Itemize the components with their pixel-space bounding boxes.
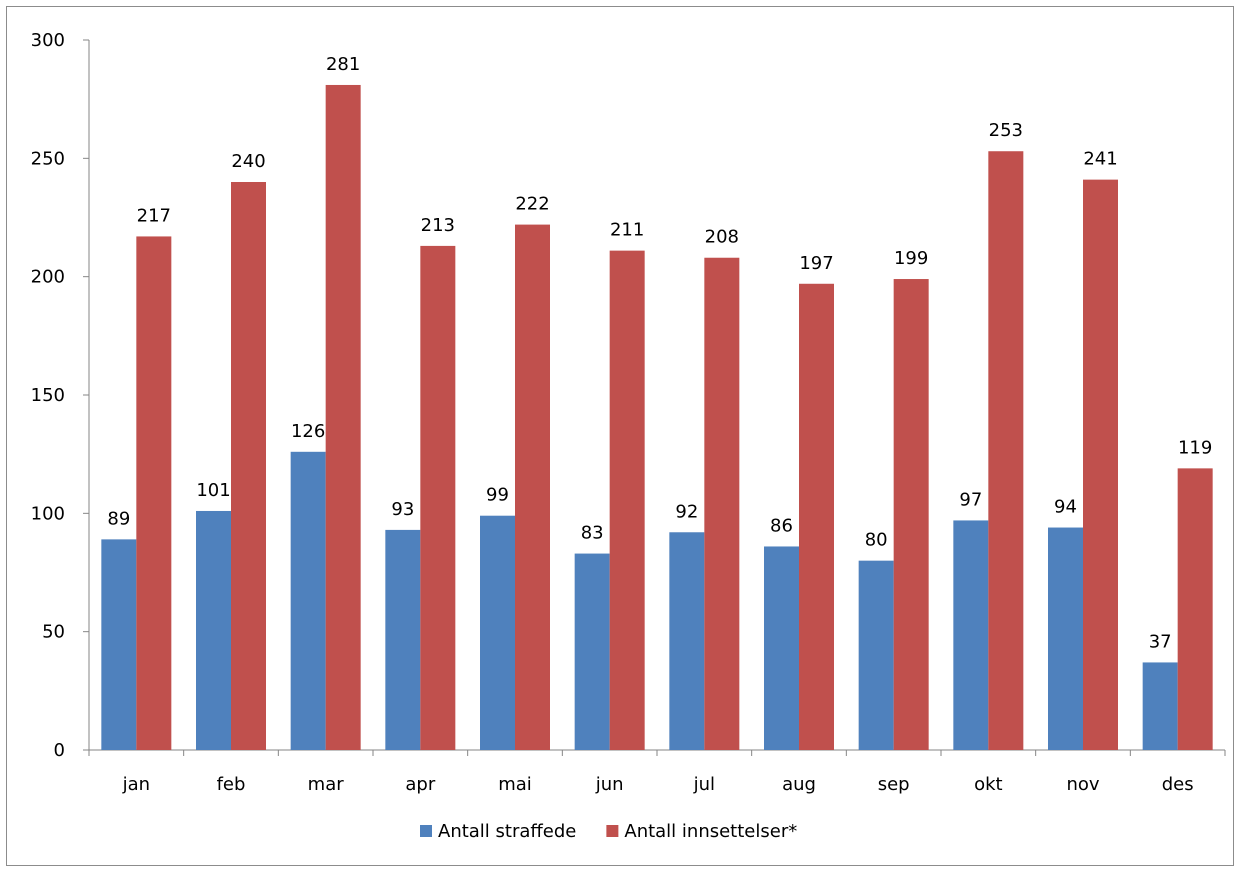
bar-straffede-sep [858,560,894,750]
x-tick-label: aug [782,774,816,795]
legend-swatch [420,825,432,837]
x-tick-label: feb [217,774,246,795]
y-tick-label: 150 [31,385,65,406]
bar-innsettelser-feb [231,182,266,750]
data-label: 240 [231,151,265,172]
x-tick-label: sep [878,774,910,795]
bar-chart: 0 50 100 150 200 250 300 jan feb mar apr mai jun jul… [31,30,1226,842]
data-label: 222 [515,194,549,215]
data-label: 89 [107,508,130,529]
data-label: 281 [326,54,360,75]
bar-innsettelser-jul [704,257,740,750]
bar-innsettelser-okt [988,151,1024,750]
bar-straffede-apr [385,529,421,750]
x-tick-label: jul [693,774,715,795]
bar-innsettelser-jun [609,250,645,750]
data-label: 213 [421,215,455,236]
bar-straffede-mar [290,451,326,750]
bar-straffede-jun [574,553,610,750]
data-label: 119 [1178,437,1212,458]
y-tick-label: 300 [31,30,65,51]
data-label: 217 [137,205,171,226]
bar-innsettelser-nov [1083,179,1118,751]
data-label: 241 [1083,149,1117,170]
bar-straffede-nov [1048,527,1083,750]
y-tick-label: 100 [31,503,65,524]
data-label: 93 [391,499,414,520]
bar-straffede-jul [669,532,705,750]
bar-innsettelser-mai [515,224,550,751]
data-label: 253 [989,120,1023,141]
bar-innsettelser-mar [325,84,361,750]
legend: Antall straffede Antall innsettelser* [420,821,797,842]
data-label: 199 [894,248,928,269]
x-axis: jan feb mar apr mai jun jul aug sep okt nov des [88,749,1226,795]
data-label: 126 [291,421,325,442]
data-label: 97 [959,489,982,510]
data-labels: 89 101 126 93 99 83 92 86 80 97 94 37 217 240 281 213 22… [107,54,1212,652]
data-label: 99 [486,485,509,506]
x-tick-label: mar [308,774,345,795]
bar-straffede-jan [101,539,137,750]
x-tick-label: jan [122,774,150,795]
data-label: 208 [705,227,739,248]
bar-straffede-des [1142,662,1178,750]
legend-label: Antall straffede [438,821,576,842]
bar-straffede-mai [480,515,515,750]
bar-innsettelser-sep [893,279,929,750]
bar-innsettelser-apr [420,245,456,750]
data-label: 94 [1054,497,1077,518]
y-tick-label: 200 [31,267,65,288]
data-label: 86 [770,515,793,536]
x-tick-label: des [1162,774,1194,795]
bar-straffede-okt [953,520,989,750]
x-tick-label: jun [595,774,624,795]
bar-innsettelser-aug [799,283,834,750]
x-tick-label: mai [498,774,532,795]
data-label: 80 [865,530,888,551]
bars [101,84,1213,751]
bar-innsettelser-des [1177,468,1213,750]
x-tick-label: okt [974,774,1003,795]
bar-innsettelser-jan [136,236,172,750]
y-axis: 0 50 100 150 200 250 300 [31,30,90,761]
legend-label: Antall innsettelser* [624,821,797,842]
x-tick-label: nov [1066,774,1099,795]
chart-frame: 0 50 100 150 200 250 300 jan feb mar apr mai jun jul… [6,6,1234,866]
bar-straffede-feb [196,510,231,750]
data-label: 197 [799,253,833,274]
data-label: 101 [196,480,230,501]
x-tick-label: apr [405,774,435,795]
data-label: 37 [1149,631,1172,652]
legend-swatch [606,825,619,837]
data-label: 211 [610,220,644,241]
data-label: 92 [675,501,698,522]
data-label: 83 [581,523,604,544]
y-tick-label: 50 [42,622,65,643]
y-tick-label: 0 [54,740,65,761]
y-tick-label: 250 [31,148,65,169]
bar-straffede-aug [764,546,799,750]
